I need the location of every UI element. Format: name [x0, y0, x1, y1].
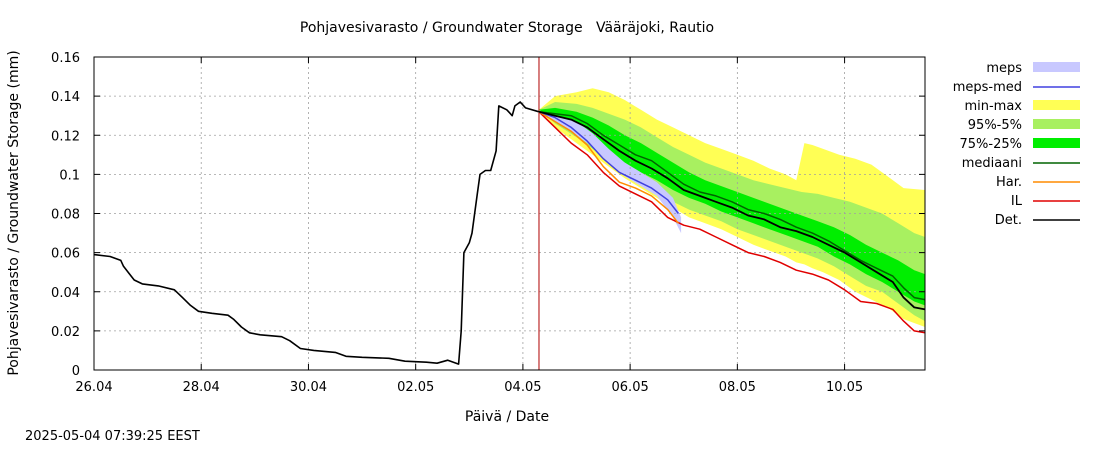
legend-label-meps_med: meps-med [953, 80, 1022, 95]
series-line-observed [93, 101, 540, 365]
legend: meps meps-med min-max 95%-5% 75%-25% mediaani… [953, 61, 1080, 228]
legend-label-det: Det. [995, 213, 1022, 228]
y-tick-label: 0.02 [51, 325, 80, 340]
x-tick-label: 28.04 [183, 380, 220, 395]
y-tick-label: 0 [72, 364, 80, 379]
y-tick-label: 0.14 [51, 90, 80, 105]
legend-swatch-p95_5 [1033, 119, 1080, 129]
x-tick-label: 04.05 [504, 380, 541, 395]
y-tick-label: 0.16 [51, 51, 80, 66]
grid [94, 57, 925, 370]
legend-label-il: IL [1011, 194, 1023, 209]
x-tick-label: 08.05 [719, 380, 756, 395]
legend-label-median: mediaani [962, 156, 1022, 171]
y-tick-label: 0.1 [59, 168, 80, 183]
timestamp: 2025-05-04 07:39:25 EEST [25, 429, 200, 444]
legend-swatch-meps [1033, 62, 1080, 72]
series-line-median [538, 111, 926, 301]
series-line-det [538, 110, 926, 311]
series-lines [93, 57, 926, 370]
y-tick-label: 0.12 [51, 129, 80, 144]
legend-label-minmax: min-max [964, 99, 1022, 114]
x-tick-label: 06.05 [612, 380, 649, 395]
x-axis-title: Päivä / Date [465, 409, 549, 425]
legend-label-meps: meps [986, 61, 1022, 76]
legend-label-p95_5: 95%-5% [968, 118, 1022, 133]
series-line-har [538, 111, 679, 224]
legend-swatch-p75_25 [1033, 138, 1080, 148]
legend-swatch-minmax [1033, 100, 1080, 110]
y-tick-label: 0.04 [51, 286, 80, 301]
y-tick-label: 0.08 [51, 208, 80, 223]
series-line-il [538, 111, 926, 334]
chart-title: Pohjavesivarasto / Groundwater Storage V… [300, 20, 714, 36]
series-line-meps_med [538, 111, 679, 214]
axis-ticks: 0 0.02 0.04 0.06 0.08 0.1 0.12 0.14 0.16 26.04 28.… [51, 51, 925, 395]
x-tick-label: 26.04 [75, 380, 112, 395]
legend-label-har: Har. [996, 175, 1022, 190]
x-tick-label: 10.05 [826, 380, 863, 395]
y-tick-label: 0.06 [51, 247, 80, 262]
legend-label-p75_25: 75%-25% [960, 137, 1022, 152]
x-tick-label: 30.04 [290, 380, 327, 395]
y-axis-title: Pohjavesivarasto / Groundwater Storage (… [6, 50, 22, 375]
x-tick-label: 02.05 [397, 380, 434, 395]
